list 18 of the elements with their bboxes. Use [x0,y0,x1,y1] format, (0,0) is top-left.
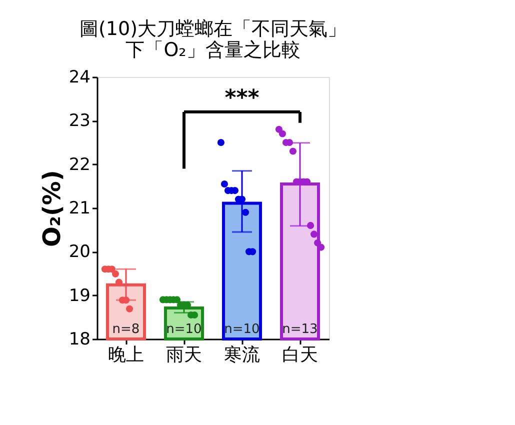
y-axis-title: O₂(%) [38,170,66,247]
annotation: n=13 [282,322,318,337]
y-tick-label: 24 [68,68,90,88]
y-tick-label: 21 [68,198,90,218]
x-tick-label: 寒流 [224,344,260,366]
y-tick-label: 20 [68,242,90,262]
y-tick-label: 22 [68,154,90,175]
annotation: n=10 [224,322,260,337]
annotation: n=8 [112,322,140,337]
x-tick-label: 晚上 [108,344,144,366]
chart-title: 圖(10)大刀螳螂在「不同天氣」下「O₂」含量之比較 [79,18,347,61]
x-tick-label: 白天 [282,344,318,366]
x-tick-label: 雨天 [166,344,202,366]
y-tick-label: 19 [68,286,90,306]
y-tick-label: 23 [68,111,90,132]
y-tick-label: 18 [68,330,90,350]
annotation: n=10 [166,322,202,337]
annotation: *** [224,86,260,111]
